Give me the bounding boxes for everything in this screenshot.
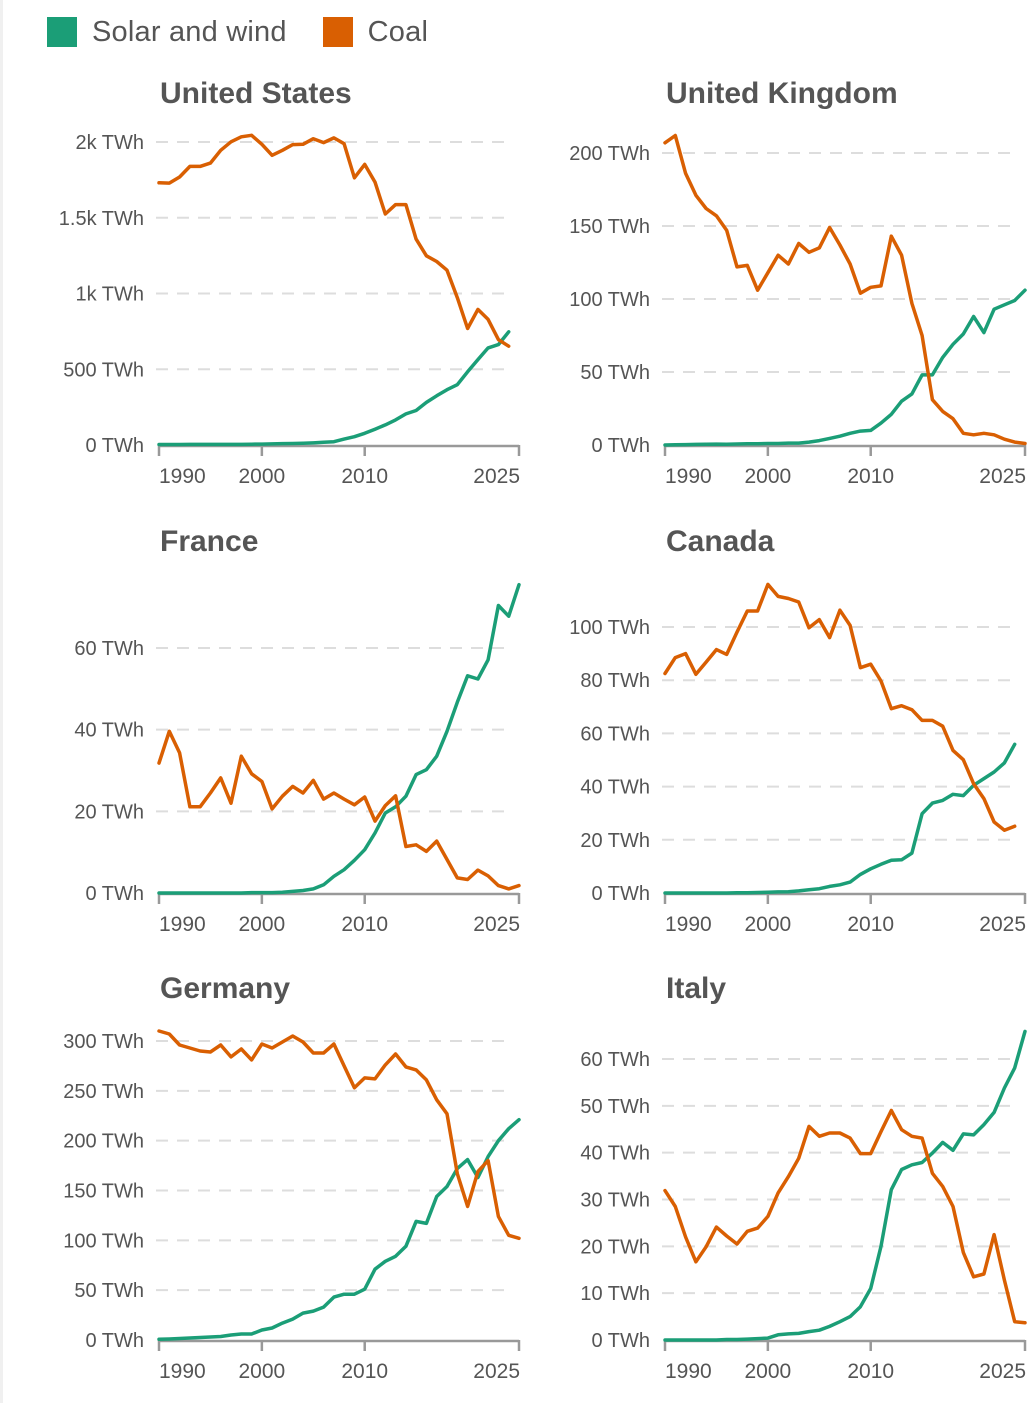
x-tick-label: 2010 (847, 913, 894, 936)
y-tick-label: 50 TWh (74, 1280, 144, 1302)
y-tick-label: 0 TWh (85, 435, 144, 457)
y-tick-label: 100 TWh (569, 617, 650, 639)
series-line-solar-and-wind[interactable] (665, 1031, 1025, 1340)
chart-title: Canada (666, 525, 775, 558)
x-tick-label: 2025 (473, 913, 520, 936)
x-tick-label: 2010 (847, 1360, 894, 1383)
y-tick-label: 2k TWh (75, 132, 144, 154)
y-tick-label: 50 TWh (580, 1096, 650, 1118)
chart-panel-united-kingdom: United Kingdom 0 TWh 50 TWh 100 TWh 150 TWh 2… (569, 77, 1026, 488)
series-line-solar-and-wind[interactable] (159, 332, 509, 445)
series-line-coal[interactable] (665, 136, 1025, 444)
x-tick-label: 1990 (159, 913, 206, 936)
y-tick-label: 0 TWh (591, 1330, 650, 1352)
x-tick-label: 2010 (341, 1360, 388, 1383)
x-tick-label: 2000 (238, 1360, 285, 1383)
x-tick-label: 2010 (341, 913, 388, 936)
x-tick-label: 2000 (744, 1360, 791, 1383)
x-tick-label: 2025 (473, 1360, 520, 1383)
y-tick-label: 80 TWh (580, 670, 650, 692)
series-line-coal[interactable] (665, 1111, 1025, 1323)
x-tick-label: 2010 (847, 465, 894, 488)
x-tick-label: 2000 (744, 913, 791, 936)
chart-panel-france: France 0 TWh 20 TWh 40 TWh 60 TWh 1990 2000 201… (74, 525, 520, 936)
x-tick-label: 2000 (238, 913, 285, 936)
y-tick-label: 40 TWh (580, 1143, 650, 1165)
chart-title: United Kingdom (666, 77, 898, 110)
y-tick-label: 250 TWh (63, 1081, 144, 1103)
series-line-coal[interactable] (159, 135, 509, 346)
y-tick-label: 200 TWh (63, 1131, 144, 1153)
x-tick-label: 2000 (744, 465, 791, 488)
x-tick-label: 2025 (979, 1360, 1026, 1383)
y-tick-label: 40 TWh (74, 720, 144, 742)
y-tick-label: 30 TWh (580, 1190, 650, 1212)
x-tick-label: 2025 (473, 465, 520, 488)
y-tick-label: 0 TWh (85, 1330, 144, 1352)
x-tick-label: 1990 (665, 1360, 712, 1383)
y-tick-label: 150 TWh (569, 216, 650, 238)
y-tick-label: 60 TWh (580, 723, 650, 745)
x-tick-label: 2010 (341, 465, 388, 488)
y-tick-label: 20 TWh (580, 830, 650, 852)
x-tick-label: 2000 (238, 465, 285, 488)
x-tick-label: 2025 (979, 465, 1026, 488)
series-line-solar-and-wind[interactable] (159, 1120, 519, 1340)
y-tick-label: 500 TWh (63, 359, 144, 381)
chart-panel-germany: Germany 0 TWh 50 TWh 100 TWh 150 TWh 200 TWh 2… (63, 972, 520, 1383)
y-tick-label: 200 TWh (569, 143, 650, 165)
chart-panel-united-states: United States 0 TWh 500 TWh 1k TWh 1.5k TWh 2… (59, 77, 520, 488)
y-tick-label: 40 TWh (580, 777, 650, 799)
series-line-solar-and-wind[interactable] (665, 290, 1025, 445)
series-line-solar-and-wind[interactable] (665, 744, 1015, 893)
series-line-coal[interactable] (159, 731, 519, 889)
x-tick-label: 1990 (665, 913, 712, 936)
y-tick-label: 0 TWh (591, 883, 650, 905)
y-tick-label: 20 TWh (580, 1236, 650, 1258)
series-line-coal[interactable] (159, 1031, 519, 1238)
y-tick-label: 10 TWh (580, 1283, 650, 1305)
y-tick-label: 0 TWh (591, 435, 650, 457)
y-tick-label: 0 TWh (85, 883, 144, 905)
y-tick-label: 100 TWh (569, 289, 650, 311)
y-tick-label: 100 TWh (63, 1230, 144, 1252)
y-tick-label: 150 TWh (63, 1181, 144, 1203)
y-tick-label: 300 TWh (63, 1031, 144, 1053)
chart-panel-canada: Canada 0 TWh 20 TWh 40 TWh 60 TWh 80 TWh 100 T… (569, 525, 1026, 936)
chart-title: Germany (160, 972, 290, 1005)
x-tick-label: 2025 (979, 913, 1026, 936)
series-line-coal[interactable] (665, 584, 1015, 830)
series-line-solar-and-wind[interactable] (159, 585, 519, 893)
y-tick-label: 60 TWh (580, 1049, 650, 1071)
x-tick-label: 1990 (159, 1360, 206, 1383)
y-tick-label: 1.5k TWh (59, 208, 144, 230)
chart-title: United States (160, 77, 352, 110)
chart-panel-italy: Italy 0 TWh 10 TWh 20 TWh 30 TWh 40 TWh 50 TWh… (580, 972, 1026, 1383)
x-tick-label: 1990 (159, 465, 206, 488)
x-tick-label: 1990 (665, 465, 712, 488)
y-tick-label: 60 TWh (74, 638, 144, 660)
chart-title: France (160, 525, 258, 558)
chart-title: Italy (666, 972, 726, 1005)
y-tick-label: 1k TWh (75, 284, 144, 306)
y-tick-label: 50 TWh (580, 362, 650, 384)
y-tick-label: 20 TWh (74, 801, 144, 823)
